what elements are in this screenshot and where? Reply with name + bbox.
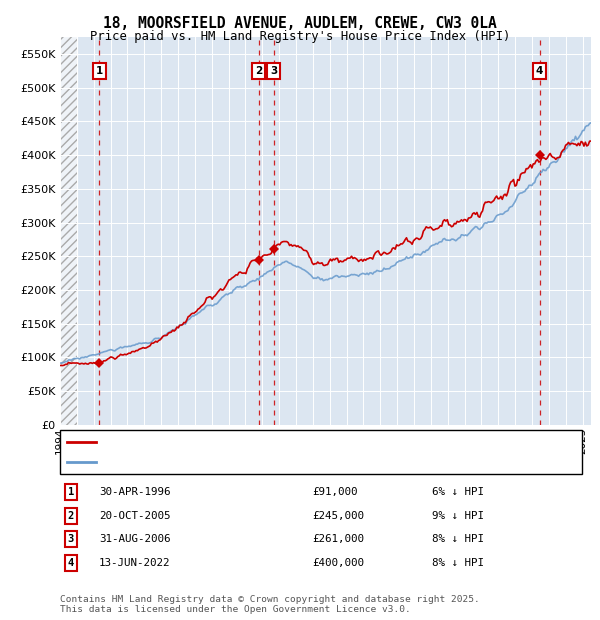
Text: 30-APR-1996: 30-APR-1996 bbox=[99, 487, 170, 497]
Text: 3: 3 bbox=[270, 66, 277, 76]
Text: 3: 3 bbox=[68, 534, 74, 544]
Text: 8% ↓ HPI: 8% ↓ HPI bbox=[432, 534, 484, 544]
Text: 8% ↓ HPI: 8% ↓ HPI bbox=[432, 558, 484, 568]
Text: £261,000: £261,000 bbox=[312, 534, 364, 544]
Text: 13-JUN-2022: 13-JUN-2022 bbox=[99, 558, 170, 568]
Text: 2: 2 bbox=[255, 66, 263, 76]
Text: 1: 1 bbox=[95, 66, 103, 76]
Text: £245,000: £245,000 bbox=[312, 511, 364, 521]
Text: 20-OCT-2005: 20-OCT-2005 bbox=[99, 511, 170, 521]
Text: 6% ↓ HPI: 6% ↓ HPI bbox=[432, 487, 484, 497]
Text: £400,000: £400,000 bbox=[312, 558, 364, 568]
Text: 9% ↓ HPI: 9% ↓ HPI bbox=[432, 511, 484, 521]
Text: 4: 4 bbox=[536, 66, 543, 76]
Text: 18, MOORSFIELD AVENUE, AUDLEM, CREWE, CW3 0LA (detached house): 18, MOORSFIELD AVENUE, AUDLEM, CREWE, CW… bbox=[102, 437, 490, 447]
Text: Price paid vs. HM Land Registry's House Price Index (HPI): Price paid vs. HM Land Registry's House … bbox=[90, 30, 510, 43]
Bar bbox=[60, 37, 77, 425]
Text: 31-AUG-2006: 31-AUG-2006 bbox=[99, 534, 170, 544]
Text: £91,000: £91,000 bbox=[312, 487, 358, 497]
Text: 1: 1 bbox=[68, 487, 74, 497]
Text: This data is licensed under the Open Government Licence v3.0.: This data is licensed under the Open Gov… bbox=[60, 604, 411, 614]
Text: Contains HM Land Registry data © Crown copyright and database right 2025.: Contains HM Land Registry data © Crown c… bbox=[60, 595, 480, 604]
Bar bbox=[60, 37, 77, 425]
Text: 18, MOORSFIELD AVENUE, AUDLEM, CREWE, CW3 0LA: 18, MOORSFIELD AVENUE, AUDLEM, CREWE, CW… bbox=[103, 16, 497, 31]
Text: HPI: Average price, detached house, Cheshire East: HPI: Average price, detached house, Ches… bbox=[102, 457, 408, 467]
Text: 4: 4 bbox=[68, 558, 74, 568]
Text: 2: 2 bbox=[68, 511, 74, 521]
